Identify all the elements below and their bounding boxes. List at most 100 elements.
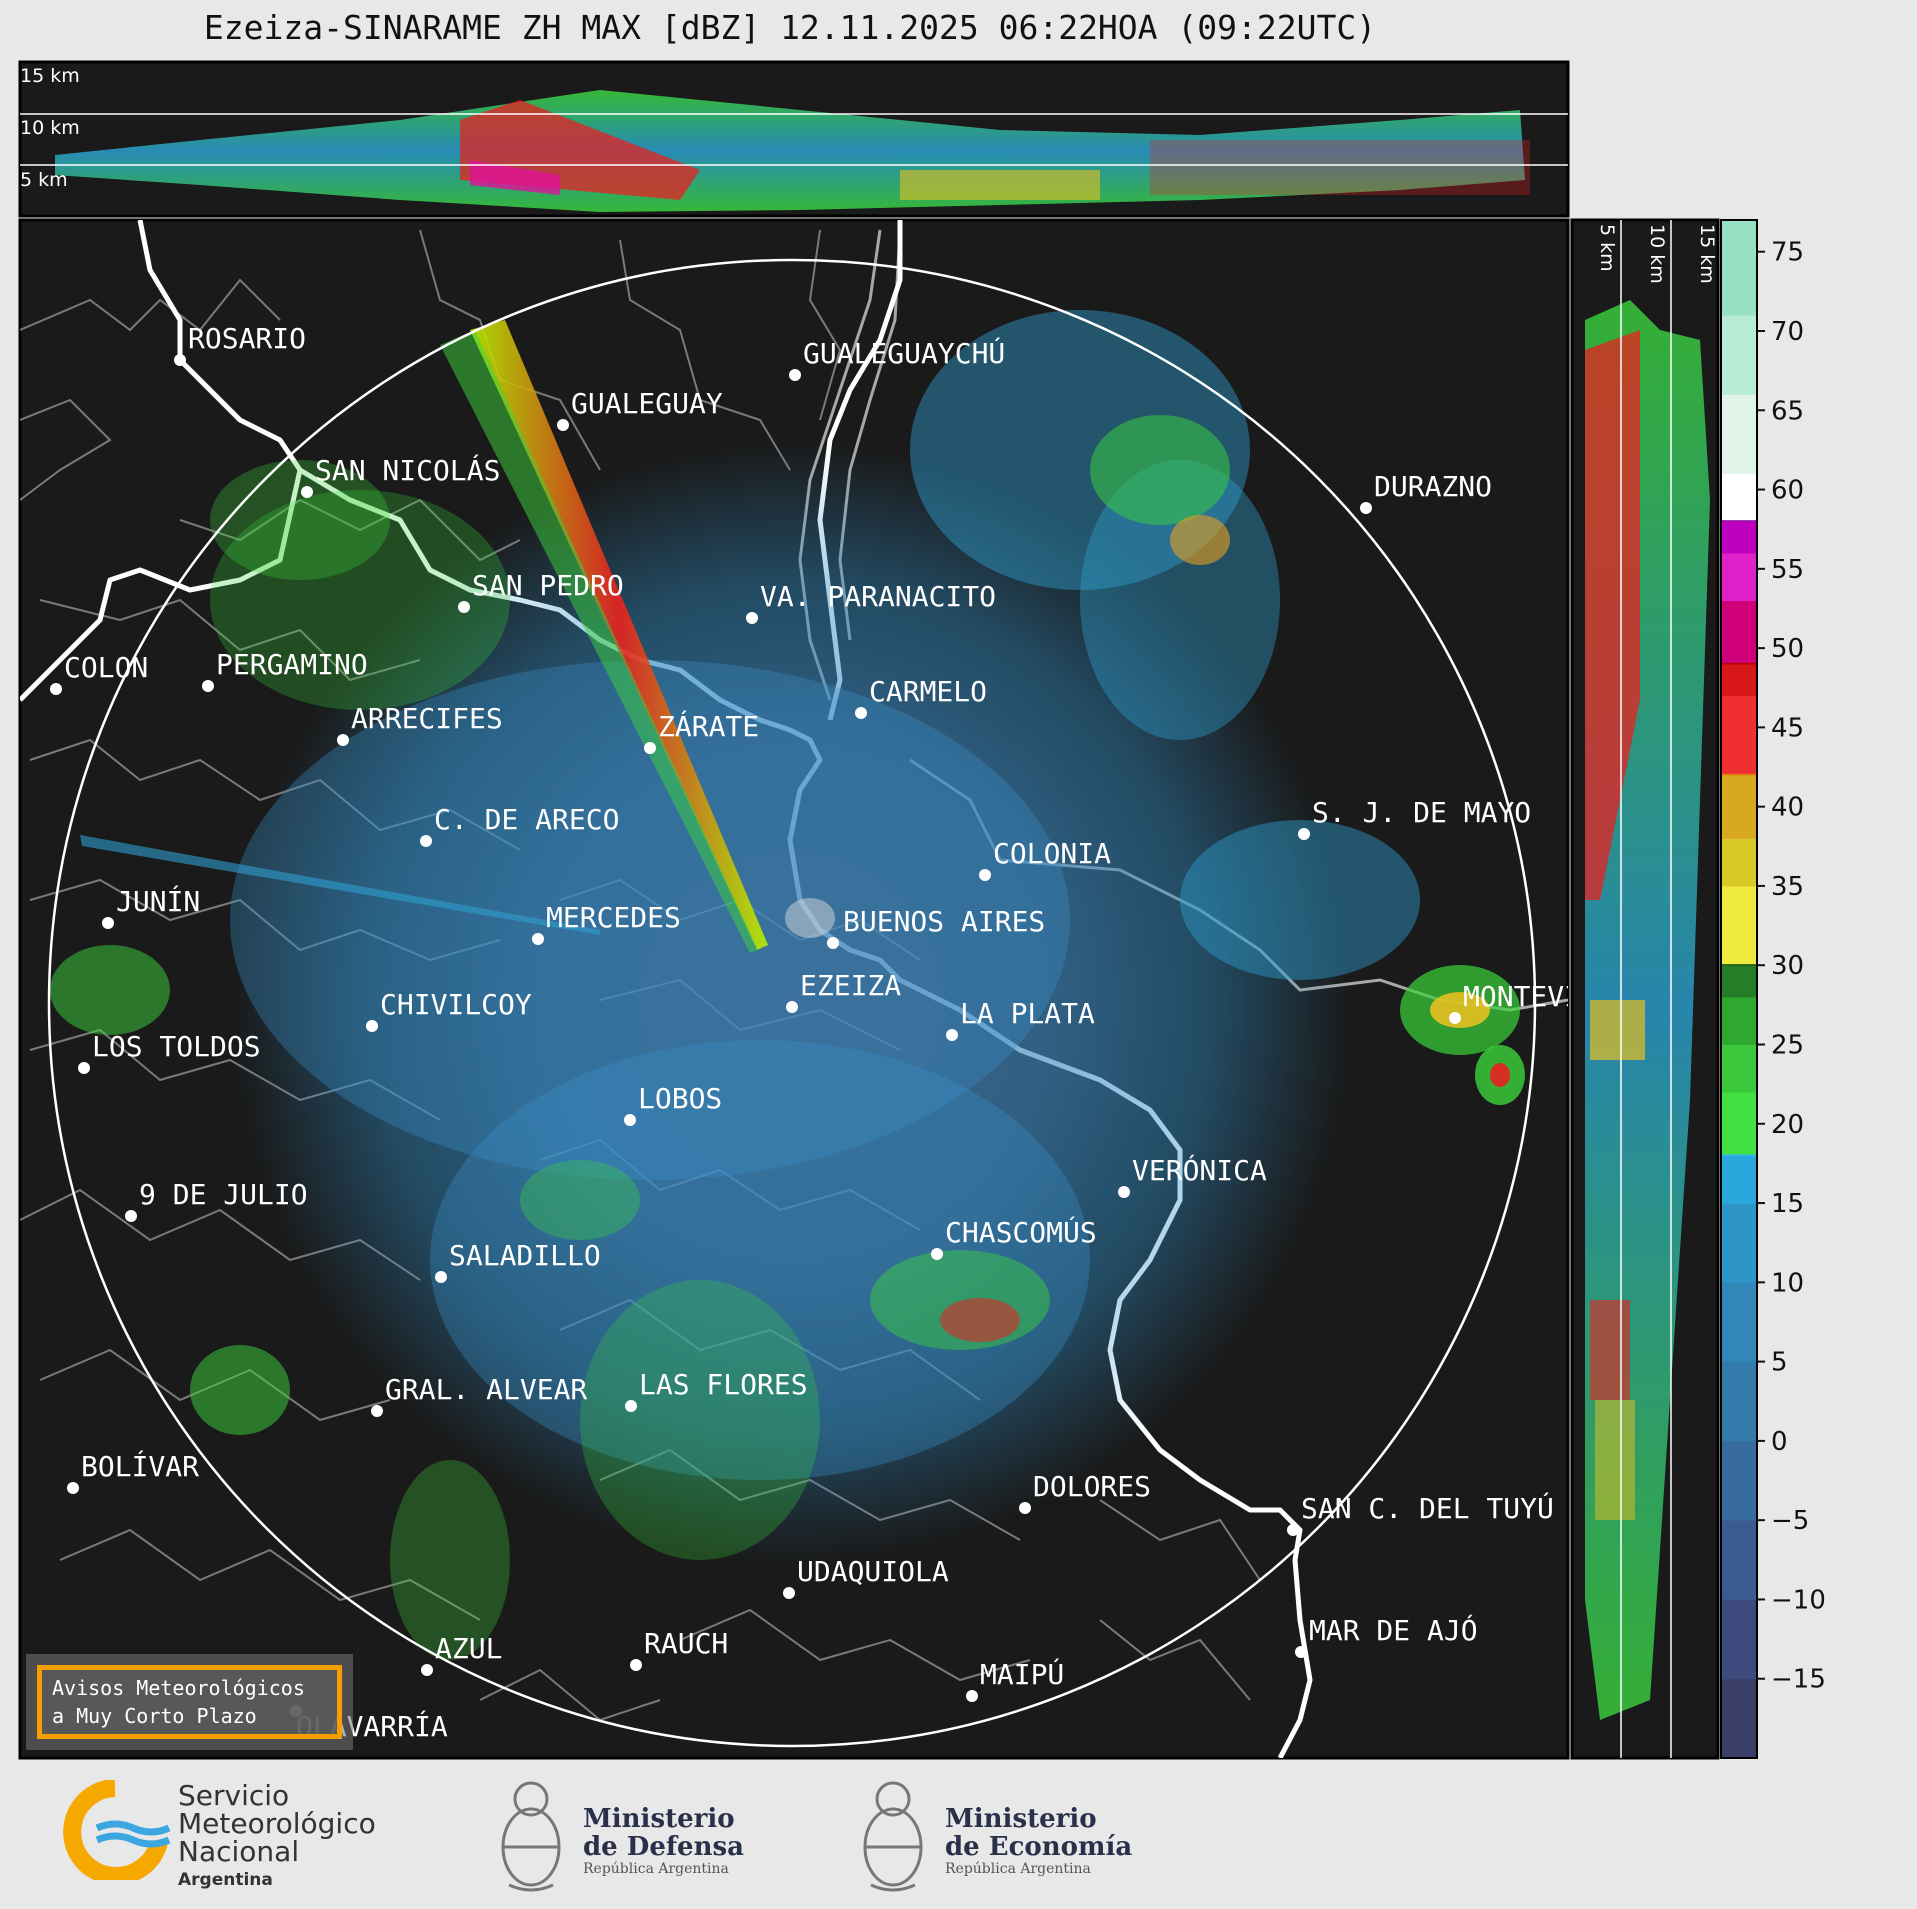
colorbar-segment: [1721, 1153, 1757, 1156]
colorbar-segment: [1721, 1678, 1757, 1759]
city-dot: [102, 917, 114, 929]
height-label: 10 km: [1646, 224, 1668, 284]
colorbar-tick-label: 15: [1771, 1189, 1804, 1219]
city-dot: [366, 1020, 378, 1032]
colorbar: [1720, 219, 1758, 1759]
smn-logo-text: Servicio Meteorológico Nacional Argentin…: [178, 1782, 376, 1894]
colorbar-segment: [1721, 519, 1757, 522]
city-label: BOLÍVAR: [81, 1449, 199, 1483]
city-dot: [783, 1587, 795, 1599]
city-label: MAR DE AJÓ: [1309, 1613, 1478, 1647]
colorbar-tick-label: 50: [1771, 634, 1804, 664]
defensa-l2: de Defensa: [583, 1832, 744, 1862]
city-label: SAN NICOLÁS: [315, 453, 500, 487]
city-dot: [1287, 1524, 1299, 1536]
city-label: C. DE ARECO: [434, 803, 619, 836]
colorbar-tick-label: 65: [1771, 396, 1804, 426]
city-dot: [630, 1659, 642, 1671]
city-dot: [337, 734, 349, 746]
colorbar-segment: [1721, 220, 1757, 316]
city-dot: [1295, 1646, 1307, 1658]
city-dot: [979, 869, 991, 881]
colorbar-segment: [1721, 1155, 1757, 1204]
city-label: COLONIA: [993, 837, 1111, 870]
city-label: CARMELO: [869, 675, 987, 708]
city-dot: [532, 933, 544, 945]
city-label: SAN C. DEL TUYÚ: [1301, 1491, 1554, 1525]
colorbar-segment: [1721, 1092, 1757, 1155]
warning-box[interactable]: Avisos Meteorológicos a Muy Corto Plazo: [37, 1665, 342, 1739]
colorbar-tick-label: 0: [1771, 1427, 1788, 1457]
colorbar-segment: [1721, 1044, 1757, 1093]
city-label: MONTEVIDEO: [1463, 980, 1632, 1013]
city-dot: [625, 1400, 637, 1412]
city-dot: [421, 1664, 433, 1676]
colorbar-segment: [1721, 315, 1757, 395]
colorbar-segment: [1721, 963, 1757, 966]
colorbar-tick-label: 55: [1771, 555, 1804, 585]
colorbar-segment: [1721, 773, 1757, 776]
city-dot: [931, 1248, 943, 1260]
city-dot: [420, 835, 432, 847]
colorbar-segment: [1721, 1282, 1757, 1363]
city-label: BUENOS AIRES: [843, 905, 1045, 938]
height-label: 5 km: [20, 169, 68, 191]
colorbar-segment: [1721, 473, 1757, 521]
city-dot: [855, 707, 867, 719]
colorbar-tick-label: 30: [1771, 951, 1804, 981]
colorbar-segment: [1721, 662, 1757, 665]
city-dot: [50, 683, 62, 695]
city-markers: ROSARIO GUALEGUAYCHÚ GUALEGUAY SAN NICOLÁS D…: [50, 322, 1632, 1743]
right-height-labels: 5 km 10 km 15 km: [1596, 224, 1718, 284]
city-label: 9 DE JULIO: [139, 1178, 308, 1211]
city-label: ARRECIFES: [351, 702, 503, 735]
city-label: LOBOS: [638, 1082, 722, 1115]
city-dot: [458, 601, 470, 613]
colorbar-segment: [1721, 552, 1757, 602]
city-dot: [1298, 828, 1310, 840]
city-label: SALADILLO: [449, 1239, 601, 1272]
city-label: VA. PARANACITO: [760, 580, 996, 613]
city-dot: [966, 1690, 978, 1702]
colorbar-segment: [1721, 1599, 1757, 1680]
height-label: 10 km: [20, 117, 80, 139]
colorbar-tick-label: 60: [1771, 476, 1804, 506]
city-label: DOLORES: [1033, 1470, 1151, 1503]
city-label: VERÓNICA: [1132, 1153, 1267, 1187]
colorbar-segment: [1721, 521, 1757, 554]
height-label: 15 km: [1696, 224, 1718, 284]
city-dot: [78, 1062, 90, 1074]
city-dot: [125, 1210, 137, 1222]
defensa-l3: República Argentina: [583, 1861, 729, 1877]
top-height-labels: 15 km 10 km 5 km: [20, 65, 80, 191]
smn-l4: Argentina: [178, 1870, 273, 1890]
city-dot: [786, 1001, 798, 1013]
smn-l2: Meteorológico: [178, 1807, 376, 1840]
city-label: UDAQUIOLA: [797, 1555, 949, 1588]
city-dot: [1019, 1502, 1031, 1514]
defensa-logo-text: Ministerio de Defensa República Argentin…: [583, 1805, 744, 1877]
city-dot: [1449, 1012, 1461, 1024]
city-label: LAS FLORES: [639, 1368, 808, 1401]
city-dot: [174, 354, 186, 366]
city-label: S. J. DE MAYO: [1312, 796, 1531, 829]
city-dot: [789, 369, 801, 381]
colorbar-tick-label: 40: [1771, 793, 1804, 823]
colorbar-tick-label: 5: [1771, 1348, 1788, 1378]
city-dot: [67, 1482, 79, 1494]
colorbar-tick-label: 75: [1771, 238, 1804, 268]
warning-line1: Avisos Meteorológicos: [52, 1676, 305, 1700]
city-label: MERCEDES: [546, 901, 681, 934]
colorbar-segment: [1721, 394, 1757, 475]
city-label: CHASCOMÚS: [945, 1215, 1097, 1249]
city-label: AZUL: [435, 1632, 502, 1665]
city-dot: [371, 1405, 383, 1417]
colorbar-segment: [1721, 965, 1757, 998]
colorbar-tick-label: −5: [1771, 1506, 1809, 1536]
warning-line2: a Muy Corto Plazo: [52, 1704, 257, 1728]
colorbar-segment: [1721, 774, 1757, 839]
city-label: DURAZNO: [1374, 470, 1492, 503]
colorbar-segment: [1721, 1520, 1757, 1600]
colorbar-tick-label: 10: [1771, 1268, 1804, 1298]
